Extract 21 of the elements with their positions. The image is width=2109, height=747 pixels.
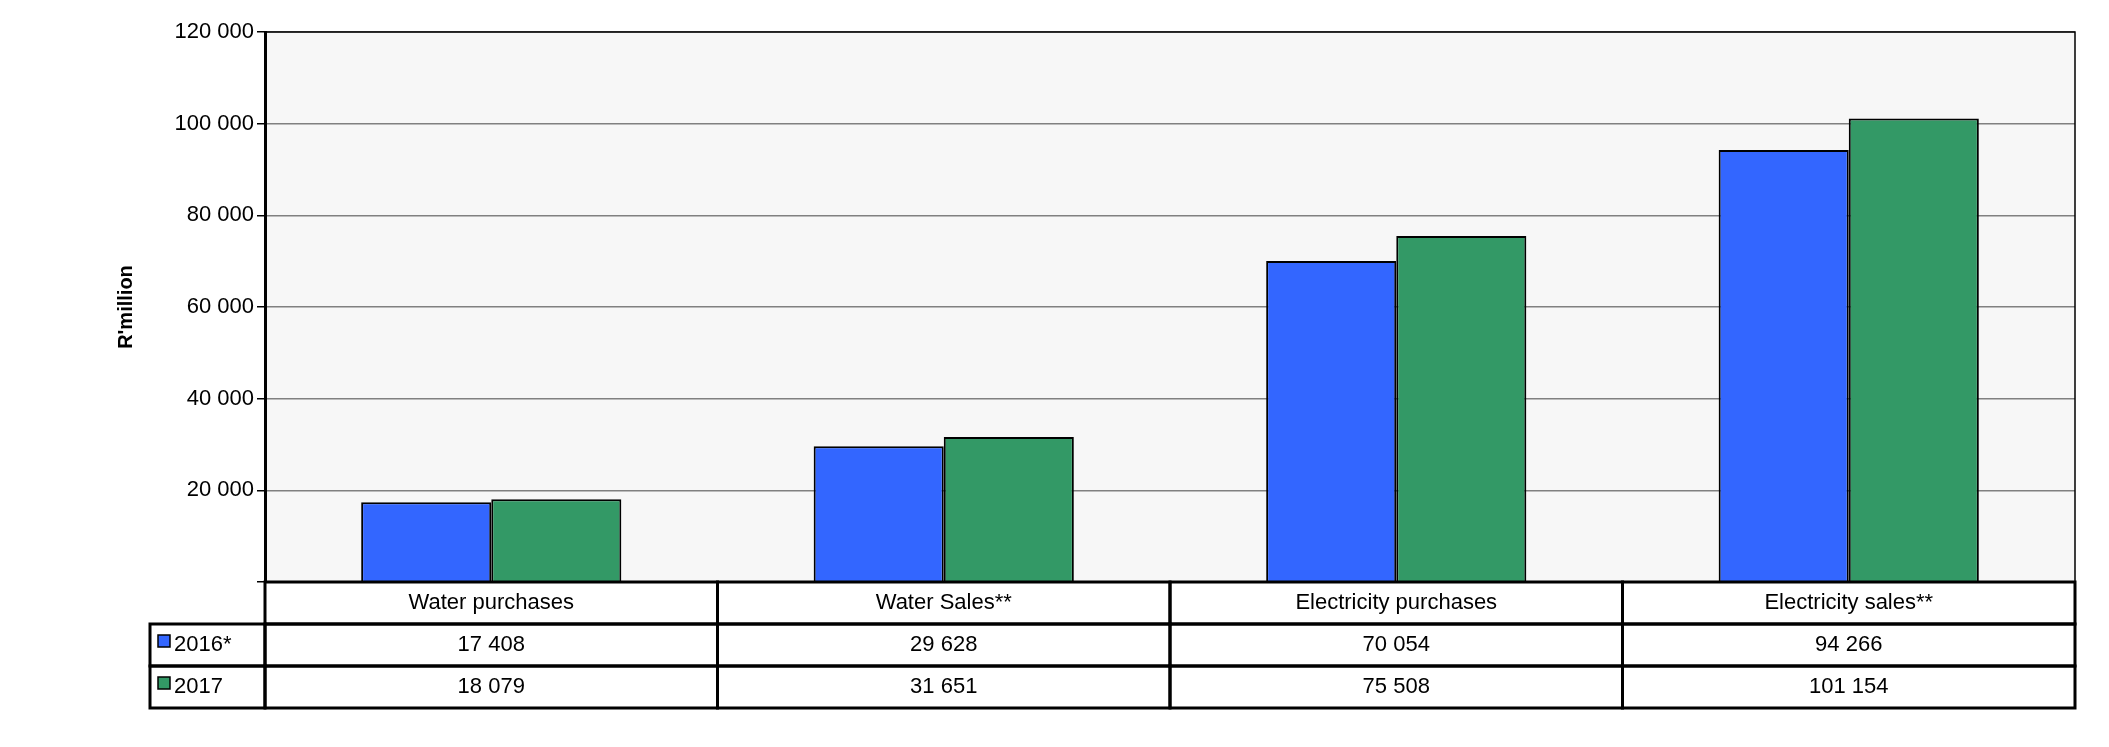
x-tick-label: Water purchases	[408, 589, 574, 615]
y-tick-label: 100 000	[174, 109, 254, 135]
y-tick-label: 40 000	[186, 384, 254, 410]
data-label: 31 651	[910, 673, 978, 699]
data-label: 70 054	[1362, 631, 1430, 657]
legend-label: 2017	[174, 673, 223, 699]
y-tick-label: 120 000	[174, 18, 254, 44]
x-tick-label: Electricity sales**	[1764, 589, 1934, 615]
y-tick-label: 80 000	[186, 201, 254, 227]
data-label: 101 154	[1808, 673, 1889, 699]
y-axis-title: R'million	[113, 265, 136, 349]
legend-label: 2016*	[174, 631, 232, 657]
data-label: 29 628	[910, 631, 978, 657]
data-label: 18 079	[457, 673, 525, 699]
data-label: 17 408	[457, 631, 525, 657]
data-label: 94 266	[1815, 631, 1883, 657]
x-tick-label: Electricity purchases	[1295, 589, 1498, 615]
data-label: 75 508	[1362, 673, 1430, 699]
y-tick-label: 20 000	[186, 476, 254, 502]
x-tick-label: Water Sales**	[875, 589, 1013, 615]
y-tick-label: 60 000	[186, 293, 254, 319]
